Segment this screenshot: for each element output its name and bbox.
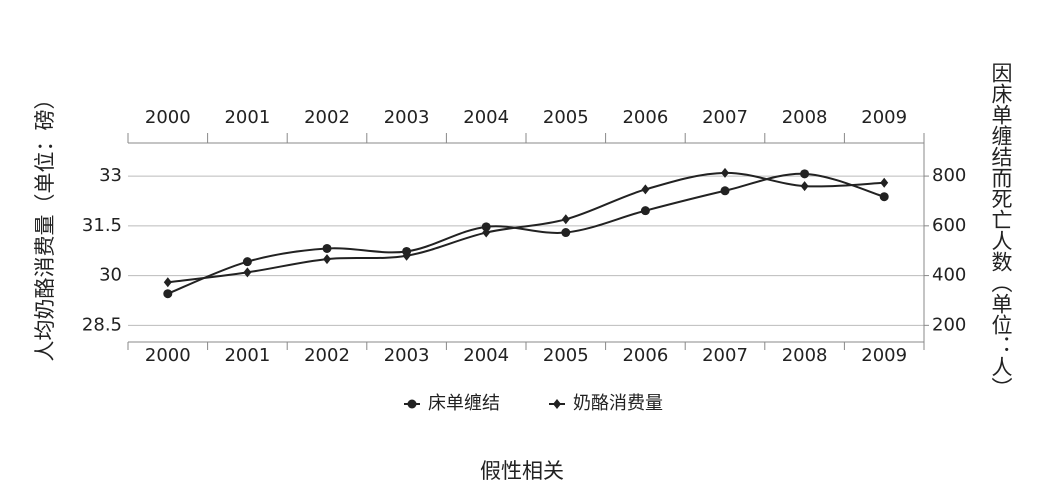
y2-tick-label: 400 xyxy=(932,265,966,286)
x-tick-label: 2005 xyxy=(543,345,589,366)
point xyxy=(880,177,889,188)
x-tick-label-top: 2002 xyxy=(304,107,350,128)
x-tick-label: 2004 xyxy=(463,345,509,366)
y-tick-label: 28.5 xyxy=(82,314,122,335)
x-tick-label: 2003 xyxy=(384,345,430,366)
y2-tick-label: 600 xyxy=(932,215,966,236)
y2-axis-title: 因床单缠结而死亡人数（单位：人） xyxy=(989,62,1013,398)
series-line xyxy=(167,171,885,284)
x-tick-label: 2009 xyxy=(861,345,907,366)
y2-tick-label: 800 xyxy=(932,165,966,186)
point xyxy=(721,167,729,178)
x-tick-label-top: 2005 xyxy=(543,107,589,128)
point xyxy=(482,227,491,238)
x-tick-label-top: 2003 xyxy=(384,107,430,128)
point xyxy=(163,277,172,288)
x-tick-label-top: 2008 xyxy=(782,107,828,128)
x-tick-label-top: 2006 xyxy=(622,107,668,128)
x-tick-label-top: 2007 xyxy=(702,107,748,128)
x-tick-label-top: 2001 xyxy=(224,107,270,128)
point xyxy=(322,243,332,253)
x-tick-label: 2001 xyxy=(224,345,270,366)
point xyxy=(323,254,331,265)
x-tick-label-top: 2000 xyxy=(145,107,191,128)
y-tick-label: 31.5 xyxy=(82,215,122,236)
x-tick-label-top: 2004 xyxy=(463,107,509,128)
legend-label: 床单缠结 xyxy=(428,393,500,414)
point xyxy=(641,184,650,195)
point xyxy=(561,228,571,238)
point xyxy=(800,181,809,192)
point xyxy=(800,169,810,179)
point xyxy=(243,267,252,278)
legend-marker xyxy=(553,399,561,409)
point xyxy=(402,250,411,261)
legend-label: 奶酪消费量 xyxy=(573,393,663,414)
legend-marker xyxy=(407,399,417,409)
y-tick-label: 33 xyxy=(99,165,122,186)
point xyxy=(163,289,173,299)
point xyxy=(481,222,491,232)
point xyxy=(561,214,570,225)
y-axis-title: 人均奶酪消费量（单位：磅） xyxy=(33,89,57,362)
y-tick-label: 30 xyxy=(99,265,122,286)
point xyxy=(640,206,650,216)
x-tick-label: 2007 xyxy=(702,345,748,366)
x-tick-label-top: 2009 xyxy=(861,107,907,128)
x-tick-label: 2008 xyxy=(782,345,828,366)
point xyxy=(720,186,730,196)
x-tick-label: 2002 xyxy=(304,345,350,366)
point xyxy=(879,192,889,202)
x-tick-label: 2000 xyxy=(145,345,191,366)
x-tick-label: 2006 xyxy=(622,345,668,366)
y2-tick-label: 200 xyxy=(932,314,966,335)
point xyxy=(242,257,252,267)
x-axis-title: 假性相关 xyxy=(480,459,564,483)
